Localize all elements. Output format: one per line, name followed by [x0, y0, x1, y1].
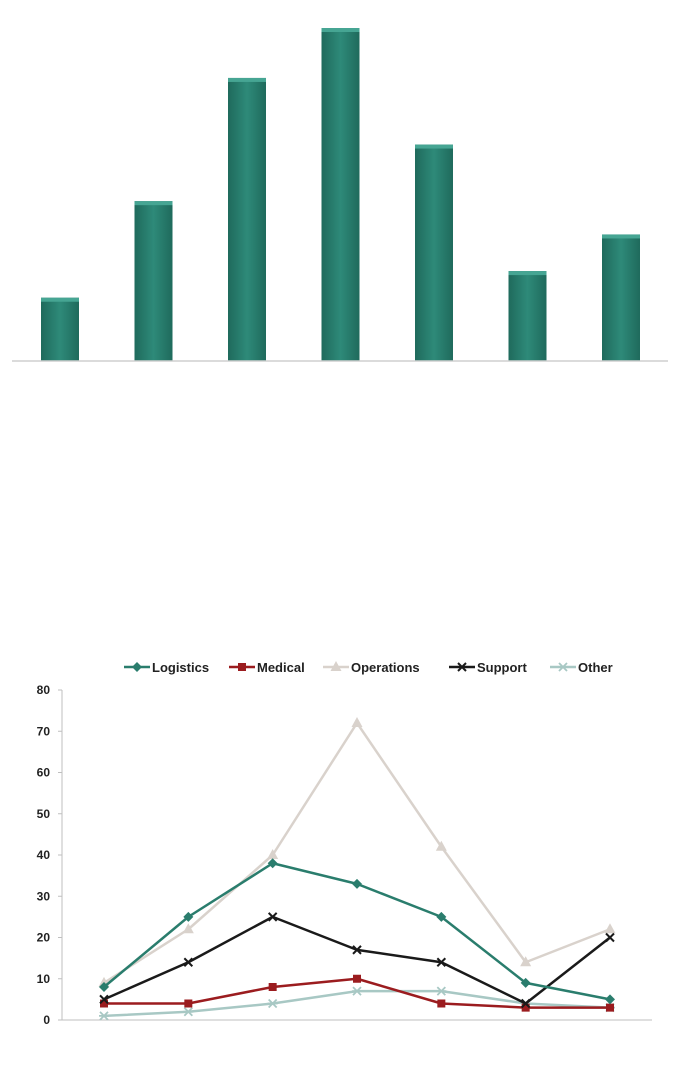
legend-item-operations: Operations	[323, 660, 420, 675]
data-point	[521, 1003, 530, 1012]
legend: Logistics Medical Operations Support Other	[124, 660, 613, 675]
data-point	[267, 912, 278, 922]
bar	[228, 77, 266, 361]
data-point	[604, 923, 616, 934]
line-series	[98, 717, 616, 1021]
data-point	[268, 983, 277, 991]
data-point	[351, 717, 363, 727]
bar	[41, 297, 79, 361]
data-point	[605, 932, 615, 943]
data-point	[558, 662, 568, 672]
legend-label: Operations	[351, 660, 420, 675]
data-point	[436, 957, 447, 967]
data-point	[457, 662, 467, 672]
data-point	[520, 977, 531, 988]
bar	[508, 271, 547, 361]
data-point	[352, 986, 362, 996]
legend-label: Logistics	[152, 660, 209, 675]
data-point	[99, 982, 109, 992]
data-point	[435, 840, 447, 851]
y-tick-label: 80	[37, 683, 51, 697]
bar	[415, 144, 453, 361]
data-point	[352, 878, 362, 889]
data-point	[605, 994, 615, 1005]
legend-label: Other	[578, 660, 613, 675]
data-point	[436, 911, 447, 922]
legend-item-support: Support	[449, 660, 527, 675]
bar	[134, 201, 173, 361]
data-point	[353, 974, 361, 983]
data-point	[267, 858, 278, 869]
y-tick-label: 30	[37, 889, 51, 903]
data-point	[520, 998, 531, 1009]
y-tick-label: 50	[37, 807, 51, 821]
legend-label: Support	[477, 660, 527, 675]
data-point	[183, 911, 194, 922]
legend-label: Medical	[257, 660, 305, 675]
y-tick-label: 10	[37, 972, 51, 986]
data-point	[184, 999, 193, 1008]
series-operations	[98, 717, 616, 987]
line-chart: Logistics Medical Operations Support Other 0…	[37, 660, 652, 1027]
data-point	[238, 663, 246, 671]
y-tick-label: 70	[37, 724, 51, 738]
data-point	[267, 998, 278, 1009]
data-point	[182, 923, 194, 934]
legend-item-other: Other	[550, 660, 613, 675]
series-medical	[100, 974, 614, 1012]
bar	[321, 28, 360, 361]
data-point	[352, 945, 362, 955]
series-support	[99, 912, 615, 1009]
data-point	[183, 957, 194, 967]
legend-item-medical: Medical	[229, 660, 305, 675]
data-point	[99, 1011, 109, 1021]
data-point	[437, 999, 446, 1008]
data-point	[132, 662, 142, 672]
legend-item-logistics: Logistics	[124, 660, 209, 675]
data-point	[267, 849, 279, 859]
data-point	[606, 1003, 614, 1012]
data-point	[520, 956, 532, 967]
data-point	[99, 994, 109, 1005]
bar	[602, 234, 640, 361]
series-logistics	[99, 858, 615, 1005]
bar-chart	[12, 28, 668, 362]
data-point	[330, 661, 342, 671]
bar-series	[41, 28, 640, 361]
y-tick-label: 40	[37, 848, 51, 862]
data-point	[183, 1007, 194, 1017]
series-line	[103, 721, 611, 984]
data-point	[100, 999, 108, 1008]
data-point	[436, 986, 447, 996]
y-axis: 0 10 20 30 40 50 60 70 80	[37, 683, 62, 1027]
y-tick-label: 60	[37, 766, 51, 780]
y-tick-label: 0	[43, 1013, 50, 1027]
y-tick-label: 20	[37, 931, 51, 945]
